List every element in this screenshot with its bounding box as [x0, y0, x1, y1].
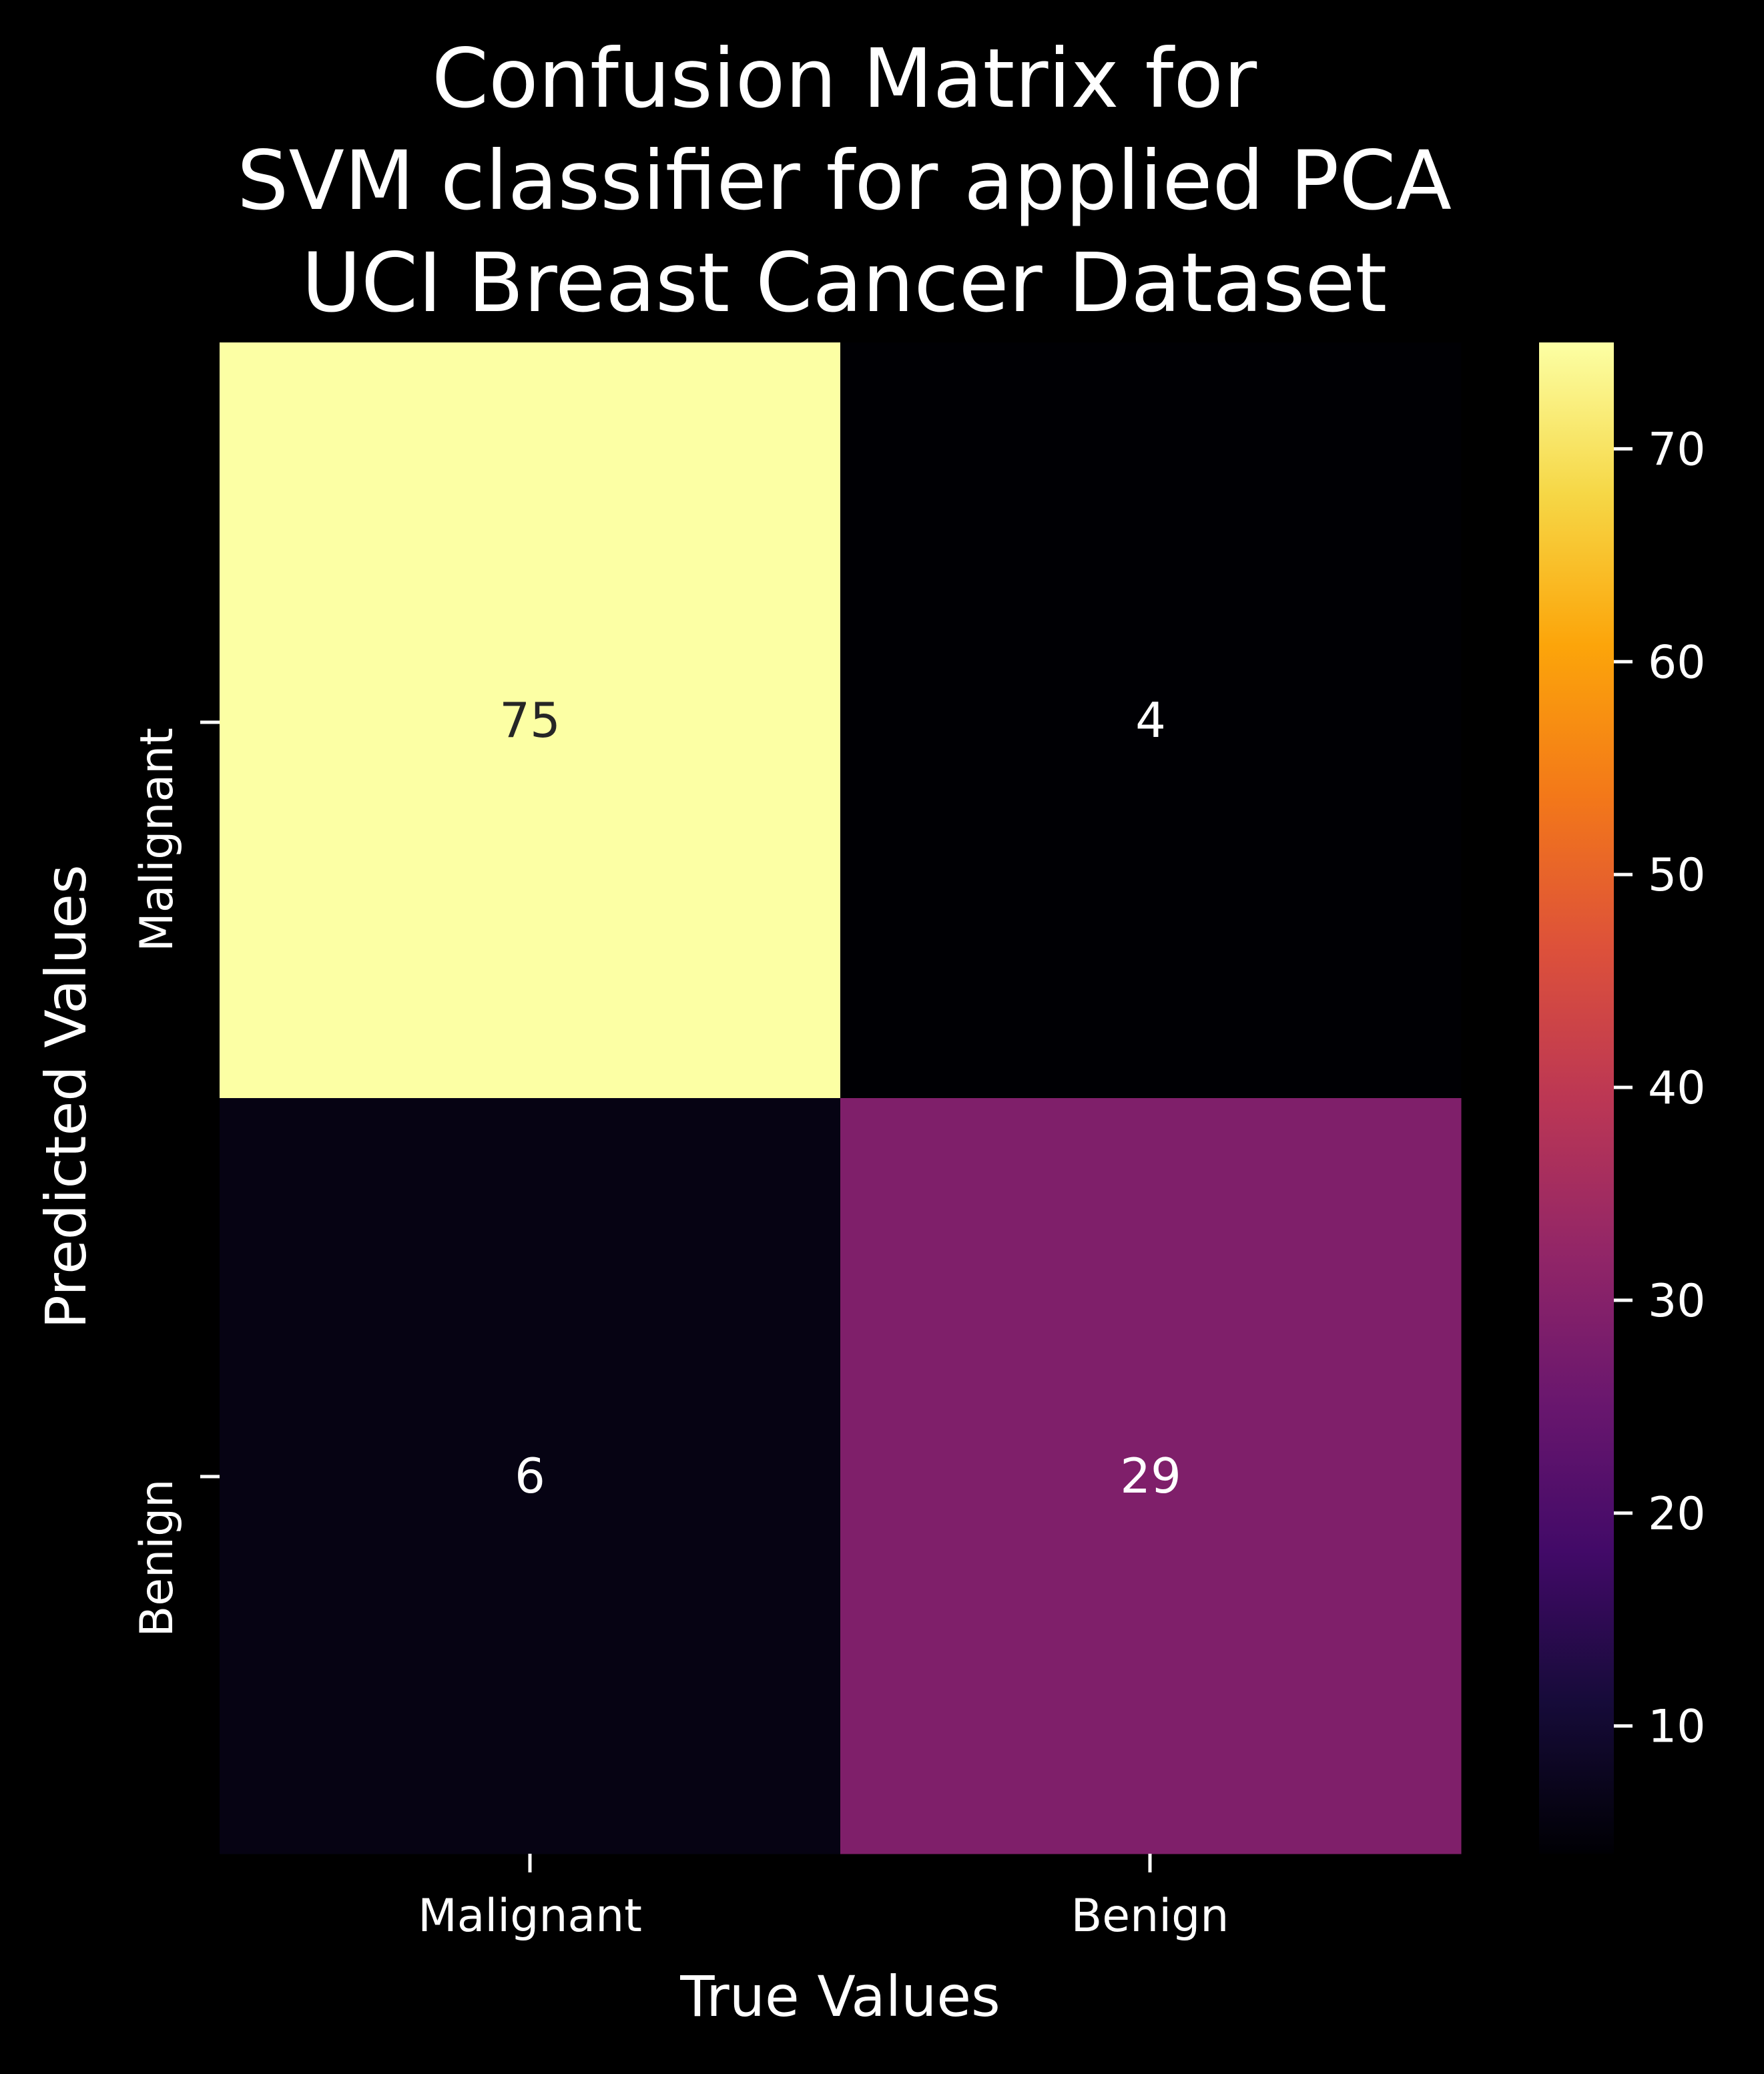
colorbar-tick-label-30: 30 [1648, 1275, 1706, 1328]
colorbar-tick-label-10: 10 [1648, 1701, 1706, 1754]
y-tick-label-benign: Benign [131, 1479, 184, 1637]
chart-title: Confusion Matrix for SVM classifier for … [237, 31, 1452, 330]
colorbar-tick-label-40: 40 [1648, 1062, 1706, 1115]
heatmap-cells [220, 342, 1462, 1854]
title-line-2: SVM classifier for applied PCA [237, 134, 1452, 228]
heatmap-cell-labels: 75 4 6 29 [499, 692, 1181, 1504]
x-tick-label-benign: Benign [1071, 1890, 1229, 1942]
y-axis-label: Predicted Values [33, 864, 99, 1328]
cell-pred-benign-true-benign [840, 1098, 1462, 1854]
cell-value-pred-benign-true-benign: 29 [1120, 1448, 1181, 1504]
y-tick-label-malignant: Malignant [131, 728, 184, 952]
cell-pred-benign-true-malignant [220, 1098, 841, 1854]
title-line-3: UCI Breast Cancer Dataset [302, 236, 1388, 330]
colorbar: 10 20 30 40 50 60 70 [1539, 342, 1706, 1854]
y-axis: Malignant Benign Predicted Values [33, 720, 220, 1637]
cell-value-pred-benign-true-malignant: 6 [515, 1448, 545, 1504]
x-axis: Malignant Benign True Values [418, 1854, 1229, 2029]
cell-pred-malignant-true-benign [840, 342, 1462, 1099]
cell-value-pred-malignant-true-malignant: 75 [499, 692, 561, 748]
x-axis-label: True Values [679, 1964, 1000, 2029]
cell-value-pred-malignant-true-benign: 4 [1135, 692, 1166, 748]
cell-pred-malignant-true-malignant [220, 342, 841, 1099]
colorbar-tick-label-60: 60 [1648, 636, 1706, 689]
colorbar-tick-label-70: 70 [1648, 423, 1706, 476]
colorbar-ticks: 10 20 30 40 50 60 70 [1614, 423, 1706, 1754]
title-line-1: Confusion Matrix for [432, 31, 1257, 126]
x-tick-label-malignant: Malignant [418, 1890, 642, 1942]
colorbar-gradient [1539, 342, 1614, 1854]
colorbar-tick-label-20: 20 [1648, 1488, 1706, 1541]
colorbar-tick-label-50: 50 [1648, 849, 1706, 902]
